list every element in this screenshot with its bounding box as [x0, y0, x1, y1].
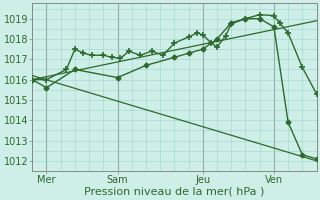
- X-axis label: Pression niveau de la mer( hPa ): Pression niveau de la mer( hPa ): [84, 187, 265, 197]
